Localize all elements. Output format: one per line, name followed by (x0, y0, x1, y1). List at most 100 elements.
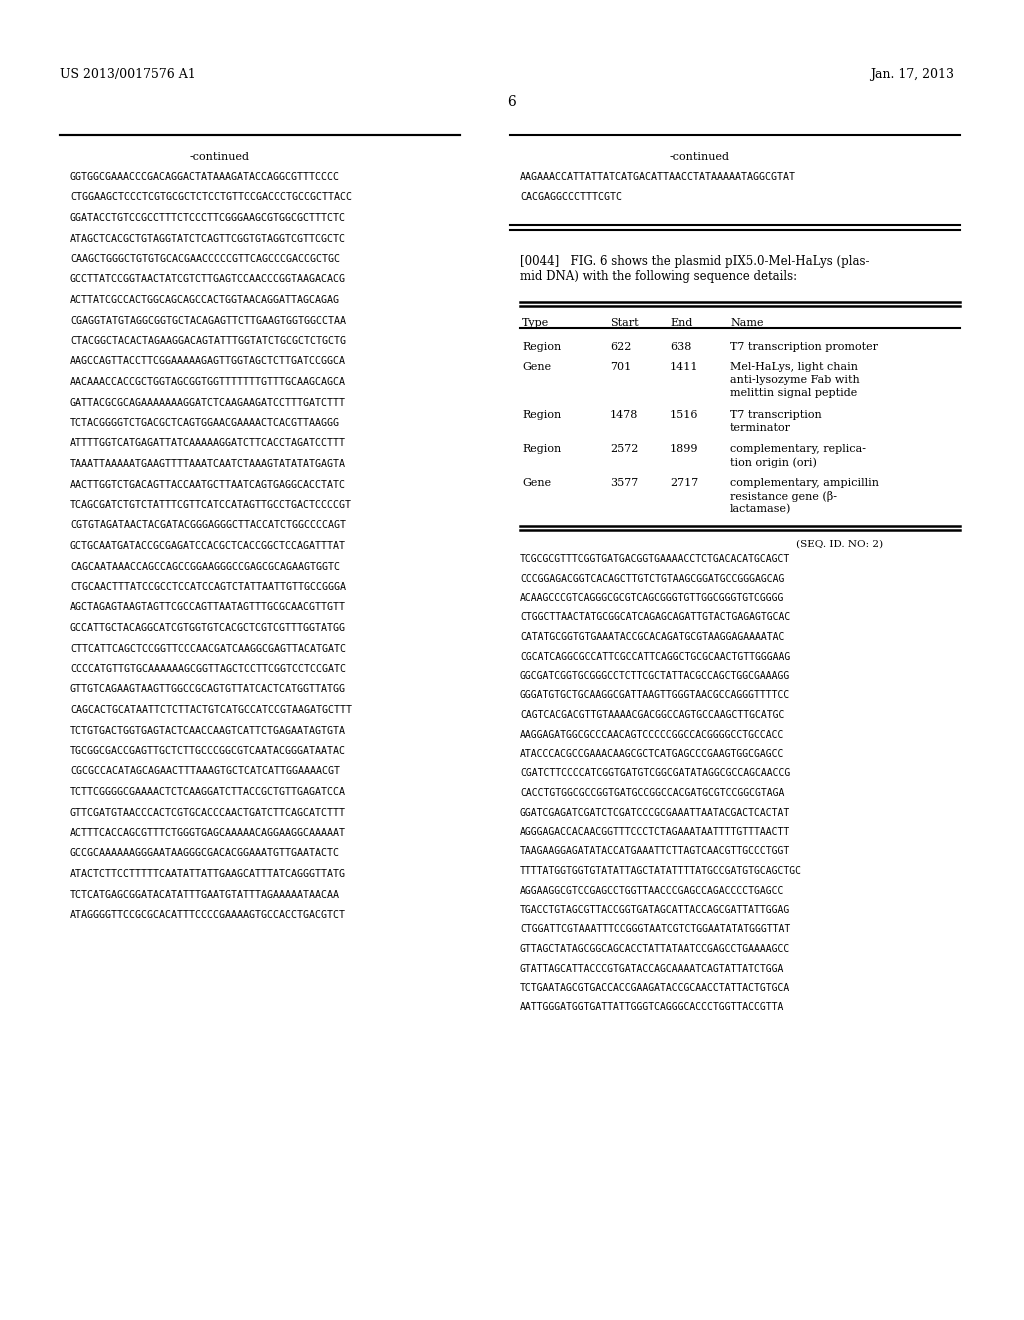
Text: US 2013/0017576 A1: US 2013/0017576 A1 (60, 69, 196, 81)
Text: lactamase): lactamase) (730, 504, 792, 515)
Text: tion origin (ori): tion origin (ori) (730, 457, 817, 467)
Text: AGGAAGGCGTCCGAGCCTGGTTAACCCGAGCCAGACCCCTGAGCC: AGGAAGGCGTCCGAGCCTGGTTAACCCGAGCCAGACCCCT… (520, 886, 784, 895)
Text: ATAGCTCACGCTGTAGGTATCTCAGTTCGGTGTAGGTCGTTCGCTC: ATAGCTCACGCTGTAGGTATCTCAGTTCGGTGTAGGTCGT… (70, 234, 346, 243)
Text: CTGGATTCGTAAATTTCCGGGTAATCGTCTGGAATATATGGGTTAT: CTGGATTCGTAAATTTCCGGGTAATCGTCTGGAATATATG… (520, 924, 791, 935)
Text: ACAAGCCCGTCAGGGCGCGTCAGCGGGTGTTGGCGGGTGTCGGGG: ACAAGCCCGTCAGGGCGCGTCAGCGGGTGTTGGCGGGTGT… (520, 593, 784, 603)
Text: resistance gene (β-: resistance gene (β- (730, 491, 837, 502)
Text: TAAGAAGGAGATATACCATGAAATTCTTAGTCAACGTTGCCCTGGT: TAAGAAGGAGATATACCATGAAATTCTTAGTCAACGTTGC… (520, 846, 791, 857)
Text: ATACTCTTCCTTTTTCAATATTATTGAAGCATTTATCAGGGTTATG: ATACTCTTCCTTTTTCAATATTATTGAAGCATTTATCAGG… (70, 869, 346, 879)
Text: complementary, ampicillin: complementary, ampicillin (730, 478, 879, 488)
Text: CGCGCCACATAGCAGAACTTTAAAGTGCTCATCATTGGAAAACGT: CGCGCCACATAGCAGAACTTTAAAGTGCTCATCATTGGAA… (70, 767, 340, 776)
Text: AGGGAGACCACAACGGTTTCCCTCTAGAAATAATTTTGTTTAACTT: AGGGAGACCACAACGGTTTCCCTCTAGAAATAATTTTGTT… (520, 828, 791, 837)
Text: Mel-HaLys, light chain: Mel-HaLys, light chain (730, 362, 858, 372)
Text: Region: Region (522, 411, 561, 420)
Text: CCCGGAGACGGTCACAGCTTGTCTGTAAGCGGATGCCGGGAGCAG: CCCGGAGACGGTCACAGCTTGTCTGTAAGCGGATGCCGGG… (520, 573, 784, 583)
Text: GATTACGCGCAGAAAAAAAGGATCTCAAGAAGATCCTTTGATCTTT: GATTACGCGCAGAAAAAAAGGATCTCAAGAAGATCCTTTG… (70, 397, 346, 408)
Text: TCTGTGACTGGTGAGTACTCAACCAAGTCATTCTGAGAATAGTGTA: TCTGTGACTGGTGAGTACTCAACCAAGTCATTCTGAGAAT… (70, 726, 346, 735)
Text: 3577: 3577 (610, 478, 638, 488)
Text: Type: Type (522, 318, 549, 327)
Text: CAAGCTGGGCTGTGTGCACGAACCCCCGTTCAGCCCGACCGCTGC: CAAGCTGGGCTGTGTGCACGAACCCCCGTTCAGCCCGACC… (70, 253, 340, 264)
Text: ACTTTCACCAGCGTTTCTGGGTGAGCAAAAACAGGAAGGCAAAAAT: ACTTTCACCAGCGTTTCTGGGTGAGCAAAAACAGGAAGGC… (70, 828, 346, 838)
Text: GCCATTGCTACAGGCATCGTGGTGTCACGCTCGTCGTTTGGTATGG: GCCATTGCTACAGGCATCGTGGTGTCACGCTCGTCGTTTG… (70, 623, 346, 634)
Text: TCTTCGGGGCGAAAACTCTCAAGGATCTTACCGCTGTTGAGATCCA: TCTTCGGGGCGAAAACTCTCAAGGATCTTACCGCTGTTGA… (70, 787, 346, 797)
Text: AAGGAGATGGCGCCCAACAGTCCCCCGGCCACGGGGCCTGCCACC: AAGGAGATGGCGCCCAACAGTCCCCCGGCCACGGGGCCTG… (520, 730, 784, 739)
Text: CGTGTAGATAACTACGATACGGGAGGGCTTACCATCTGGCCCCAGT: CGTGTAGATAACTACGATACGGGAGGGCTTACCATCTGGC… (70, 520, 346, 531)
Text: CGCATCAGGCGCCATTCGCCATTCAGGCTGCGCAACTGTTGGGAAG: CGCATCAGGCGCCATTCGCCATTCAGGCTGCGCAACTGTT… (520, 652, 791, 661)
Text: CTGGCTTAACTATGCGGCATCAGAGCAGATTGTACTGAGAGTGCAC: CTGGCTTAACTATGCGGCATCAGAGCAGATTGTACTGAGA… (520, 612, 791, 623)
Text: CACCTGTGGCGCCGGTGATGCCGGCCACGATGCGTCCGGCGTAGA: CACCTGTGGCGCCGGTGATGCCGGCCACGATGCGTCCGGC… (520, 788, 784, 799)
Text: mid DNA) with the following sequence details:: mid DNA) with the following sequence det… (520, 271, 797, 282)
Text: GGATACCTGTCCGCCTTTCTCCCTTCGGGAAGCGTGGCGCTTTCTC: GGATACCTGTCCGCCTTTCTCCCTTCGGGAAGCGTGGCGC… (70, 213, 346, 223)
Text: Name: Name (730, 318, 764, 327)
Text: melittin signal peptide: melittin signal peptide (730, 388, 857, 399)
Text: GTTCGATGTAACCCACTCGTGCACCCAACTGATCTTCAGCATCTTT: GTTCGATGTAACCCACTCGTGCACCCAACTGATCTTCAGC… (70, 808, 346, 817)
Text: GCTGCAATGATACCGCGAGATCCACGCTCACCGGCTCCAGATTTAT: GCTGCAATGATACCGCGAGATCCACGCTCACCGGCTCCAG… (70, 541, 346, 550)
Text: CAGCACTGCATAATTCTCTTACTGTCATGCCATCCGTAAGATGCTTT: CAGCACTGCATAATTCTCTTACTGTCATGCCATCCGTAAG… (70, 705, 352, 715)
Text: TCTGAATAGCGTGACCACCGAAGATACCGCAACCTATTACTGTGCA: TCTGAATAGCGTGACCACCGAAGATACCGCAACCTATTAC… (520, 983, 791, 993)
Text: complementary, replica-: complementary, replica- (730, 444, 866, 454)
Text: AACTTGGTCTGACAGTTACCAATGCTTAATCAGTGAGGCACCTATC: AACTTGGTCTGACAGTTACCAATGCTTAATCAGTGAGGCA… (70, 479, 346, 490)
Text: 1516: 1516 (670, 411, 698, 420)
Text: 1478: 1478 (610, 411, 638, 420)
Text: 2572: 2572 (610, 444, 638, 454)
Text: CAGTCACGACGTTGTAAAACGACGGCCAGTGCCAAGCTTGCATGC: CAGTCACGACGTTGTAAAACGACGGCCAGTGCCAAGCTTG… (520, 710, 784, 719)
Text: CACGAGGCCCTTTCGTC: CACGAGGCCCTTTCGTC (520, 193, 622, 202)
Text: 2717: 2717 (670, 478, 698, 488)
Text: Gene: Gene (522, 362, 551, 372)
Text: Region: Region (522, 342, 561, 352)
Text: TGACCTGTAGCGTTACCGGTGATAGCATTACCAGCGATTATTGGAG: TGACCTGTAGCGTTACCGGTGATAGCATTACCAGCGATTA… (520, 906, 791, 915)
Text: TCTCATGAGCGGATACATATTTGAATGTATTTAGAAAAATAACAA: TCTCATGAGCGGATACATATTTGAATGTATTTAGAAAAAT… (70, 890, 340, 899)
Text: GGTGGCGAAACCCGACAGGACTATAAAGATACCAGGCGTTTCCCC: GGTGGCGAAACCCGACAGGACTATAAAGATACCAGGCGTT… (70, 172, 340, 182)
Text: Gene: Gene (522, 478, 551, 488)
Text: TGCGGCGACCGAGTTGCTCTTGCCCGGCGTCAATACGGGATAATAC: TGCGGCGACCGAGTTGCTCTTGCCCGGCGTCAATACGGGA… (70, 746, 346, 756)
Text: ATTTTGGTCATGAGATTATCAAAAAGGATCTTCACCTAGATCCTTT: ATTTTGGTCATGAGATTATCAAAAAGGATCTTCACCTAGA… (70, 438, 346, 449)
Text: CAGCAATAAACCAGCCAGCCGGAAGGGCCGAGCGCAGAAGTGGTC: CAGCAATAAACCAGCCAGCCGGAAGGGCCGAGCGCAGAAG… (70, 561, 340, 572)
Text: anti-lysozyme Fab with: anti-lysozyme Fab with (730, 375, 860, 385)
Text: (SEQ. ID. NO: 2): (SEQ. ID. NO: 2) (797, 540, 884, 549)
Text: GCCTTATCCGGTAACTATCGTCTTGAGTCCAACCCGGTAAGACACG: GCCTTATCCGGTAACTATCGTCTTGAGTCCAACCCGGTAA… (70, 275, 346, 285)
Text: Region: Region (522, 444, 561, 454)
Text: GTTAGCTATAGCGGCAGCACCTATTATAATCCGAGCCTGAAAAGCC: GTTAGCTATAGCGGCAGCACCTATTATAATCCGAGCCTGA… (520, 944, 791, 954)
Text: CTGCAACTTTATCCGCCTCCATCCAGTCTATTAATTGTTGCCGGGA: CTGCAACTTTATCCGCCTCCATCCAGTCTATTAATTGTTG… (70, 582, 346, 591)
Text: AAGCCAGTTACCTTCGGAAAAAGAGTTGGTAGCTCTTGATCCGGCA: AAGCCAGTTACCTTCGGAAAAAGAGTTGGTAGCTCTTGAT… (70, 356, 346, 367)
Text: CATATGCGGTGTGAAATACCGCACAGATGCGTAAGGAGAAAATAC: CATATGCGGTGTGAAATACCGCACAGATGCGTAAGGAGAA… (520, 632, 784, 642)
Text: Start: Start (610, 318, 639, 327)
Text: GTATTAGCATTACCCGTGATACCAGCAAAATCAGTATTATCTGGA: GTATTAGCATTACCCGTGATACCAGCAAAATCAGTATTAT… (520, 964, 784, 974)
Text: AATTGGGATGGTGATTATTGGGTCAGGGCACCCTGGTTACCGTTA: AATTGGGATGGTGATTATTGGGTCAGGGCACCCTGGTTAC… (520, 1002, 784, 1012)
Text: T7 transcription promoter: T7 transcription promoter (730, 342, 878, 352)
Text: 622: 622 (610, 342, 632, 352)
Text: 638: 638 (670, 342, 691, 352)
Text: ACTTATCGCCACTGGCAGCAGCCACTGGTAACAGGATTAGCAGAG: ACTTATCGCCACTGGCAGCAGCCACTGGTAACAGGATTAG… (70, 294, 340, 305)
Text: ATAGGGGTTCCGCGCACATTTCCCCGAAAAGTGCCACCTGACGTCT: ATAGGGGTTCCGCGCACATTTCCCCGAAAAGTGCCACCTG… (70, 909, 346, 920)
Text: 6: 6 (508, 95, 516, 110)
Text: 1899: 1899 (670, 444, 698, 454)
Text: End: End (670, 318, 692, 327)
Text: GTTGTCAGAAGTAAGTTGGCCGCAGTGTTATCACTCATGGTTATGG: GTTGTCAGAAGTAAGTTGGCCGCAGTGTTATCACTCATGG… (70, 685, 346, 694)
Text: CTACGGCTACACTAGAAGGACAGTATTTGGTATCTGCGCTCTGCTG: CTACGGCTACACTAGAAGGACAGTATTTGGTATCTGCGCT… (70, 337, 346, 346)
Text: 701: 701 (610, 362, 631, 372)
Text: AGCTAGAGTAAGTAGTTCGCCAGTTAATAGTTTGCGCAACGTTGTT: AGCTAGAGTAAGTAGTTCGCCAGTTAATAGTTTGCGCAAC… (70, 602, 346, 612)
Text: terminator: terminator (730, 422, 791, 433)
Text: AACAAACCACCGCTGGTAGCGGTGGTTTTTTTGTTTGCAAGCAGCA: AACAAACCACCGCTGGTAGCGGTGGTTTTTTTGTTTGCAA… (70, 378, 346, 387)
Text: GGCGATCGGTGCGGGCCTCTTCGCTATTACGCCAGCTGGCGAAAGG: GGCGATCGGTGCGGGCCTCTTCGCTATTACGCCAGCTGGC… (520, 671, 791, 681)
Text: CGAGGTATGTAGGCGGTGCTACAGAGTTCTTGAAGTGGTGGCCTAA: CGAGGTATGTAGGCGGTGCTACAGAGTTCTTGAAGTGGTG… (70, 315, 346, 326)
Text: [0044]   FIG. 6 shows the plasmid pIX5.0-Mel-HaLys (plas-: [0044] FIG. 6 shows the plasmid pIX5.0-M… (520, 255, 869, 268)
Text: Jan. 17, 2013: Jan. 17, 2013 (870, 69, 954, 81)
Text: TCGCGCGTTTCGGTGATGACGGTGAAAACCTCTGACACATGCAGCT: TCGCGCGTTTCGGTGATGACGGTGAAAACCTCTGACACAT… (520, 554, 791, 564)
Text: CCCCATGTTGTGCAAAAAAGCGGTTAGCTCCTTCGGTCCTCCGATC: CCCCATGTTGTGCAAAAAAGCGGTTAGCTCCTTCGGTCCT… (70, 664, 346, 675)
Text: CGATCTTCCCCATCGGTGATGTCGGCGATATAGGCGCCAGCAACCG: CGATCTTCCCCATCGGTGATGTCGGCGATATAGGCGCCAG… (520, 768, 791, 779)
Text: TCAGCGATCTGTCTATTTCGTTCATCCATAGTTGCCTGACTCCCCGT: TCAGCGATCTGTCTATTTCGTTCATCCATAGTTGCCTGAC… (70, 500, 352, 510)
Text: TCTACGGGGTCTGACGCTCAGTGGAACGAAAACTCACGTTAAGGG: TCTACGGGGTCTGACGCTCAGTGGAACGAAAACTCACGTT… (70, 418, 340, 428)
Text: CTGGAAGCTCCCTCGTGCGCTCTCCTGTTCCGACCCTGCCGCTTACC: CTGGAAGCTCCCTCGTGCGCTCTCCTGTTCCGACCCTGCC… (70, 193, 352, 202)
Text: -continued: -continued (190, 152, 250, 162)
Text: GCCGCAAAAAAGGGAATAAGGGCGACACGGAAATGTTGAATACTC: GCCGCAAAAAAGGGAATAAGGGCGACACGGAAATGTTGAA… (70, 849, 340, 858)
Text: GGGATGTGCTGCAAGGCGATTAAGTTGGGTAACGCCAGGGTTTTCC: GGGATGTGCTGCAAGGCGATTAAGTTGGGTAACGCCAGGG… (520, 690, 791, 701)
Text: TTTTATGGTGGTGTATATTAGCTATATTTTATGCCGATGTGCAGCTGC: TTTTATGGTGGTGTATATTAGCTATATTTTATGCCGATGT… (520, 866, 802, 876)
Text: T7 transcription: T7 transcription (730, 411, 821, 420)
Text: TAAATTAAAAATGAAGTTTTAAATCAATCTAAAGTATATATGAGTA: TAAATTAAAAATGAAGTTTTAAATCAATCTAAAGTATATA… (70, 459, 346, 469)
Text: AAGAAACCATTATTATCATGACATTAACCTATAAAAATAGGCGTAT: AAGAAACCATTATTATCATGACATTAACCTATAAAAATAG… (520, 172, 796, 182)
Text: ATACCCACGCCGAAACAAGCGCTCATGAGCCCGAAGTGGCGAGCC: ATACCCACGCCGAAACAAGCGCTCATGAGCCCGAAGTGGC… (520, 748, 784, 759)
Text: CTTCATTCAGCTCCGGTTCCCAACGATCAAGGCGAGTTACATGATC: CTTCATTCAGCTCCGGTTCCCAACGATCAAGGCGAGTTAC… (70, 644, 346, 653)
Text: -continued: -continued (670, 152, 730, 162)
Text: 1411: 1411 (670, 362, 698, 372)
